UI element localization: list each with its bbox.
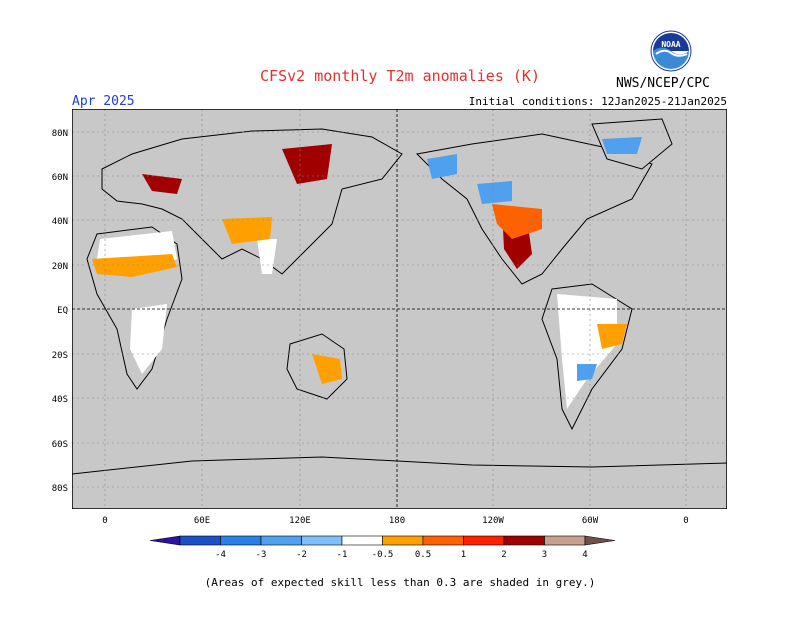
- colorbar-label: -3: [256, 550, 267, 560]
- alaska-cool: [427, 154, 457, 179]
- colorbar-label: 0.5: [415, 550, 431, 560]
- noaa-logo-icon: NOAA: [650, 30, 692, 72]
- canada-cool: [477, 181, 512, 204]
- lat-tick: 80N: [52, 129, 68, 139]
- organization-label: NWS/NCEP/CPC: [616, 76, 710, 91]
- colorbar-swatch: [220, 535, 262, 546]
- colorbar-swatch: [463, 535, 505, 546]
- colorbar-swatch: [301, 535, 343, 546]
- colorbar-swatch: [503, 535, 545, 546]
- south-africa-white: [130, 304, 167, 374]
- argentina-cool: [577, 364, 597, 381]
- lon-tick: 0: [102, 516, 107, 526]
- colorbar-label: -0.5: [372, 550, 394, 560]
- china-warm: [222, 217, 272, 244]
- lat-tick: 20S: [52, 351, 68, 361]
- lon-tick: 60E: [194, 516, 210, 526]
- cold-patches: [427, 137, 642, 381]
- anomaly-patches: [92, 144, 627, 384]
- lon-tick: 0: [683, 516, 688, 526]
- lat-tick: 40S: [52, 395, 68, 405]
- colorbar-label: -2: [296, 550, 307, 560]
- lat-tick: 60S: [52, 440, 68, 450]
- colorbar-swatch: [341, 535, 383, 546]
- lon-tick: 60W: [582, 516, 599, 526]
- colorbar-label: 1: [461, 550, 466, 560]
- quebec-cool: [602, 137, 642, 154]
- logo-text: NOAA: [661, 40, 680, 49]
- us-southwest-warm: [492, 204, 542, 239]
- lat-tick: 20N: [52, 262, 68, 272]
- south-america-white: [557, 294, 617, 409]
- colorbar-arrow-right: [584, 535, 616, 546]
- colorbar-swatch: [544, 535, 586, 546]
- africa-sahel-warm: [92, 254, 177, 277]
- colorbar-label: 3: [542, 550, 547, 560]
- map-title: CFSv2 monthly T2m anomalies (K): [260, 67, 540, 85]
- colorbar-swatch: [260, 535, 302, 546]
- initial-conditions-label: Initial conditions: 12Jan2025-21Jan2025: [468, 95, 727, 108]
- brazil-warm: [597, 324, 627, 349]
- colorbar-swatch: [422, 535, 464, 546]
- lon-tick: 180: [389, 516, 405, 526]
- siberia-hot: [282, 144, 332, 184]
- colorbar-arrow-left: [150, 535, 181, 546]
- longitude-axis: 0 60E 120E 180 120W 60W 0: [102, 516, 688, 526]
- forecast-month-label: Apr 2025: [72, 94, 135, 109]
- antarctica: [72, 456, 727, 509]
- lon-tick: 120W: [482, 516, 504, 526]
- colorbar-label: -1: [337, 550, 348, 560]
- colorbar-swatch: [179, 535, 221, 546]
- colorbar: -4 -3 -2 -1 -0.5 0.5 1 2 3 4: [150, 535, 616, 560]
- colorbar-swatch: [382, 535, 424, 546]
- colorbar-label: -4: [215, 550, 226, 560]
- lon-tick: 120E: [289, 516, 311, 526]
- lat-tick: 60N: [52, 173, 68, 183]
- lat-tick: 40N: [52, 217, 68, 227]
- skill-footnote: (Areas of expected skill less than 0.3 a…: [204, 576, 596, 589]
- lat-tick: EQ: [57, 306, 68, 316]
- australia-warm: [312, 354, 342, 384]
- lat-tick: 80S: [52, 484, 68, 494]
- anomaly-map: [72, 109, 727, 509]
- latitude-axis: 80N 60N 40N 20N EQ 20S 40S 60S 80S: [52, 129, 68, 494]
- colorbar-label: 2: [501, 550, 506, 560]
- europe-hot: [142, 174, 182, 194]
- colorbar-label: 4: [582, 550, 587, 560]
